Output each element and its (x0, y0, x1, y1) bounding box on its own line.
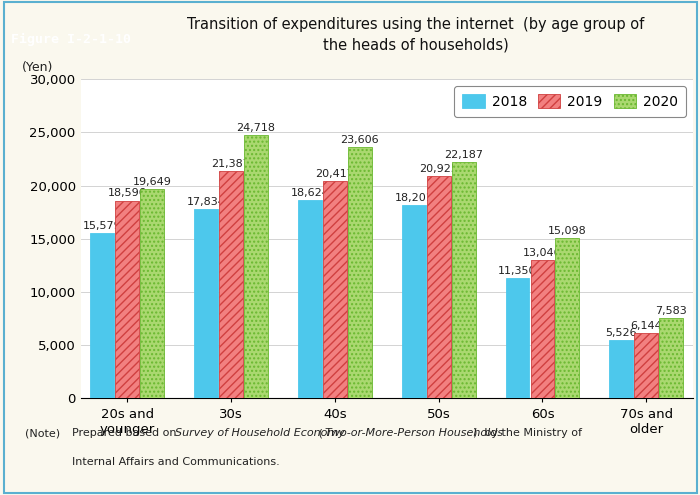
Text: Prepared based on: Prepared based on (72, 428, 180, 438)
Bar (634, 333, 658, 398)
Text: 7,583: 7,583 (655, 305, 687, 316)
Text: 23,606: 23,606 (340, 135, 379, 145)
Bar (402, 205, 426, 398)
Text: 24,718: 24,718 (237, 123, 275, 133)
Bar (452, 162, 475, 398)
Text: 21,387: 21,387 (211, 159, 251, 169)
Text: (Note): (Note) (25, 428, 60, 438)
Text: 15,098: 15,098 (548, 226, 587, 236)
Text: 17,834: 17,834 (187, 197, 225, 206)
Bar (555, 238, 580, 398)
Bar (194, 209, 218, 398)
Text: 19,649: 19,649 (133, 177, 172, 187)
Text: 20,417: 20,417 (316, 169, 354, 179)
Bar (427, 176, 451, 398)
Bar (244, 136, 268, 398)
Text: (Yen): (Yen) (22, 61, 54, 74)
Text: Figure I-2-1-10: Figure I-2-1-10 (11, 33, 131, 46)
Bar (348, 147, 372, 398)
Text: Internal Affairs and Communications.: Internal Affairs and Communications. (72, 457, 280, 467)
Text: 18,201: 18,201 (394, 193, 433, 202)
Bar (531, 260, 554, 398)
Bar (90, 233, 114, 398)
Bar (116, 200, 139, 398)
Text: )  by the Ministry of: ) by the Ministry of (473, 428, 582, 438)
Text: Survey of Household Economy: Survey of Household Economy (175, 428, 345, 438)
Text: Transition of expenditures using the internet  (by age group of
the heads of hou: Transition of expenditures using the int… (187, 17, 644, 53)
Text: 15,579: 15,579 (83, 221, 122, 231)
Bar (610, 340, 634, 398)
Text: 18,624: 18,624 (290, 188, 330, 198)
Text: 6,144: 6,144 (631, 321, 662, 331)
Text: 11,350: 11,350 (498, 265, 537, 276)
Text: 20,925: 20,925 (419, 164, 458, 174)
Text: (: ( (315, 428, 323, 438)
Text: 5,526: 5,526 (606, 328, 637, 338)
Bar (659, 318, 683, 398)
Bar (219, 171, 243, 398)
Text: 18,596: 18,596 (108, 189, 146, 198)
Text: 13,046: 13,046 (523, 248, 562, 257)
Bar (298, 200, 322, 398)
Text: Two-or-More-Person Households: Two-or-More-Person Households (325, 428, 503, 438)
Bar (323, 181, 346, 398)
Bar (505, 278, 529, 398)
Bar (140, 190, 164, 398)
Legend: 2018, 2019, 2020: 2018, 2019, 2020 (454, 86, 686, 117)
Text: 22,187: 22,187 (444, 150, 483, 160)
